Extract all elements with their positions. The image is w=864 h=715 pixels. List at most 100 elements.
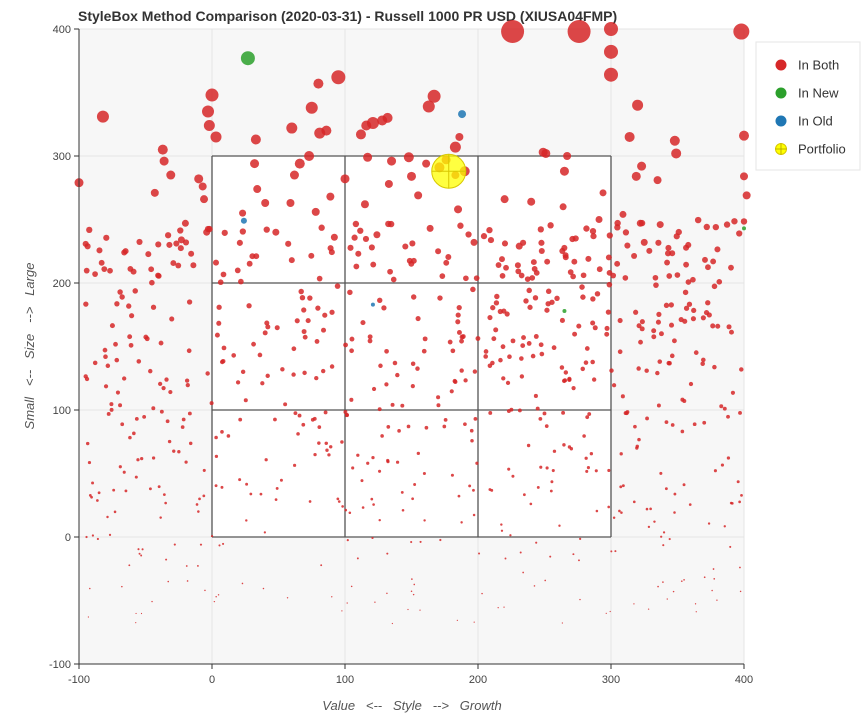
- point-in-both: [118, 403, 123, 408]
- point-in-both: [301, 329, 307, 335]
- point-in-both: [669, 135, 680, 146]
- point-in-both: [530, 353, 536, 359]
- point-in-both: [633, 309, 639, 315]
- point-in-both: [503, 264, 509, 271]
- point-in-both: [382, 112, 393, 123]
- point-in-both: [447, 339, 453, 345]
- point-in-both: [412, 593, 415, 596]
- point-in-both: [323, 410, 328, 415]
- point-in-both: [402, 243, 409, 250]
- point-in-both: [590, 233, 597, 240]
- point-in-both: [395, 460, 400, 464]
- point-in-both: [400, 403, 405, 408]
- stylebox-grid: [211, 155, 612, 538]
- point-in-both: [633, 603, 635, 605]
- point-in-both: [538, 248, 545, 255]
- point-in-both: [664, 259, 671, 266]
- point-in-both: [549, 555, 552, 558]
- point-in-both: [341, 505, 344, 508]
- point-in-both: [310, 417, 315, 422]
- point-in-both: [409, 240, 416, 247]
- point-in-both: [308, 500, 312, 503]
- point-in-both: [149, 279, 155, 286]
- point-in-both: [162, 493, 166, 497]
- point-in-both: [132, 288, 138, 294]
- point-in-both: [449, 141, 461, 153]
- point-in-both: [567, 377, 572, 382]
- point-in-both: [103, 354, 108, 360]
- point-in-both: [102, 347, 108, 353]
- point-in-both: [583, 360, 589, 365]
- point-in-both: [238, 478, 242, 482]
- point-in-old: [370, 302, 375, 307]
- point-in-both: [253, 253, 260, 260]
- legend-label: In Both: [798, 58, 839, 73]
- point-in-both: [636, 323, 642, 329]
- point-in-both: [108, 533, 112, 537]
- point-in-old: [240, 217, 247, 224]
- y-tick-label: -100: [49, 659, 71, 671]
- point-in-both: [620, 394, 625, 399]
- point-in-both: [373, 231, 381, 239]
- point-in-both: [212, 259, 219, 266]
- point-in-both: [622, 229, 630, 236]
- point-in-both: [651, 334, 657, 340]
- point-in-both: [293, 463, 297, 467]
- point-in-both: [463, 422, 467, 427]
- point-in-both: [610, 550, 613, 553]
- point-in-both: [439, 273, 446, 279]
- point-in-both: [624, 411, 629, 416]
- point-in-both: [159, 409, 164, 414]
- point-in-both: [334, 283, 341, 289]
- point-in-both: [632, 500, 636, 504]
- point-in-both: [669, 322, 675, 328]
- x-axis-label: Value <-- Style --> Growth: [322, 698, 501, 713]
- point-in-both: [177, 450, 181, 454]
- point-in-both: [302, 370, 307, 376]
- point-in-both: [371, 386, 377, 392]
- point-in-both: [286, 597, 289, 599]
- point-in-both: [311, 207, 320, 216]
- point-in-both: [491, 336, 497, 342]
- point-in-both: [726, 324, 732, 330]
- x-tick-label: 200: [469, 674, 487, 686]
- point-in-both: [694, 216, 702, 224]
- point-in-both: [647, 608, 650, 610]
- point-in-both: [109, 407, 114, 412]
- point-in-both: [545, 466, 549, 470]
- point-in-both: [181, 219, 189, 227]
- point-in-both: [544, 307, 550, 313]
- point-in-both: [666, 360, 672, 366]
- point-in-both: [456, 305, 462, 311]
- point-in-both: [222, 542, 225, 545]
- point-in-both: [164, 232, 172, 239]
- point-in-both: [148, 368, 153, 374]
- point-in-both: [199, 543, 203, 546]
- point-in-both: [715, 323, 721, 329]
- point-in-both: [686, 301, 693, 307]
- point-in-both: [286, 198, 295, 207]
- point-in-both: [719, 404, 724, 409]
- point-in-both: [497, 607, 499, 609]
- legend-item-in-both: In Both: [775, 58, 839, 73]
- point-in-both: [415, 366, 420, 371]
- legend-label: In Old: [798, 114, 833, 129]
- point-in-both: [314, 375, 319, 381]
- point-in-both: [671, 148, 682, 159]
- point-in-both: [414, 191, 423, 200]
- point-in-both: [291, 346, 297, 352]
- legend-label: Portfolio: [798, 142, 846, 157]
- point-in-both: [347, 244, 354, 251]
- point-in-both: [198, 182, 207, 191]
- point-in-both: [726, 414, 730, 419]
- point-in-both: [739, 130, 749, 141]
- point-in-both: [322, 312, 328, 318]
- point-in-both: [590, 320, 596, 326]
- point-in-both: [454, 205, 463, 214]
- point-in-both: [614, 550, 617, 553]
- point-in-both: [138, 552, 141, 555]
- point-in-both: [606, 232, 613, 239]
- point-in-both: [457, 494, 461, 498]
- point-in-both: [313, 452, 317, 457]
- point-in-both: [260, 381, 265, 386]
